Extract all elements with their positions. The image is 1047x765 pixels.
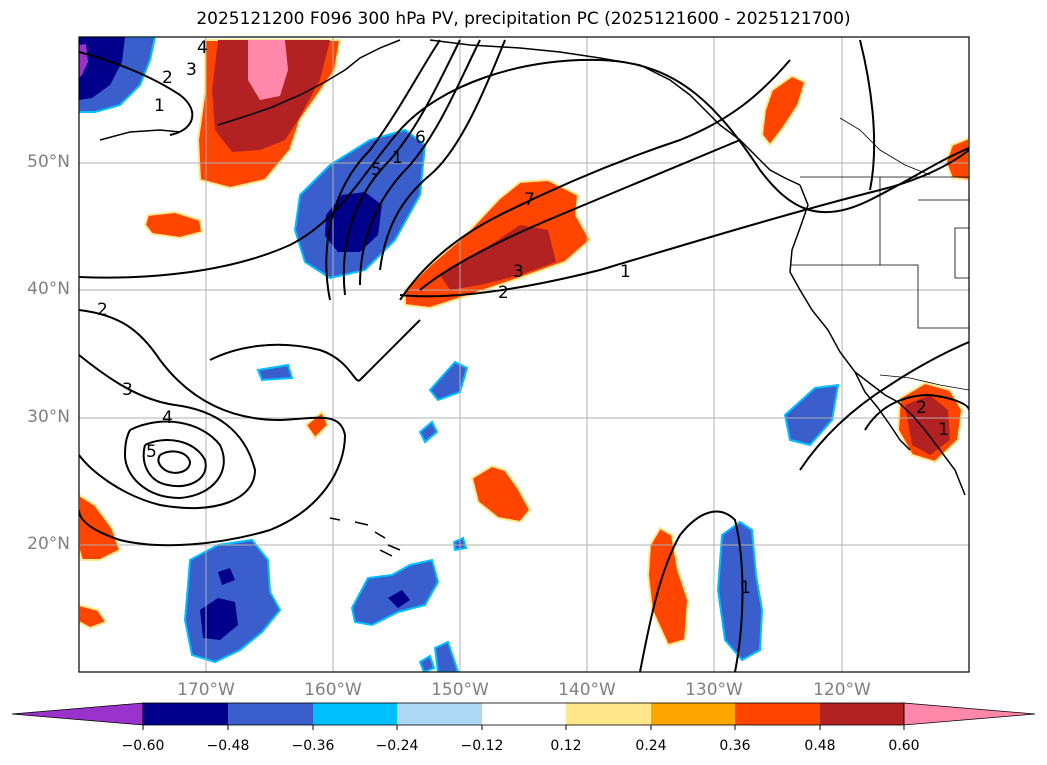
negative-anomaly <box>418 420 439 444</box>
colorbar-segment <box>820 703 904 725</box>
positive-anomaly <box>646 526 690 647</box>
lon-label: 140°W <box>558 680 616 700</box>
contour-label: 2 <box>97 300 108 320</box>
lon-label: 130°W <box>685 680 743 700</box>
colorbar <box>11 702 1036 730</box>
positive-anomaly-strong <box>440 225 556 290</box>
lon-label: 170°W <box>177 680 235 700</box>
colorbar-tick-label: −0.48 <box>206 738 250 754</box>
negative-anomaly-strong <box>218 568 235 585</box>
negative-anomaly <box>350 558 440 627</box>
contour-label: 5 <box>371 160 382 180</box>
positive-anomaly-max <box>248 40 288 100</box>
positive-anomaly <box>470 464 532 524</box>
negative-anomaly <box>433 640 460 672</box>
colorbar-segment <box>228 703 313 725</box>
colorbar-segment <box>735 703 820 725</box>
contour-label: 3 <box>186 60 197 80</box>
negative-anomaly <box>428 360 469 402</box>
positive-anomaly <box>143 210 204 240</box>
lat-label: 40°N <box>27 279 70 299</box>
positive-anomaly <box>79 603 108 630</box>
colorbar-tick-label: 0.12 <box>550 738 582 754</box>
lon-label: 160°W <box>304 680 362 700</box>
contour-label: 4 <box>197 38 208 58</box>
lon-label: 120°W <box>813 680 871 700</box>
coastlines <box>99 39 966 557</box>
contour-label: 7 <box>524 190 535 210</box>
positive-anomaly-strong <box>905 395 950 455</box>
colorbar-tick-label: −0.60 <box>121 738 165 754</box>
colorbar-tick-label: −0.12 <box>460 738 504 754</box>
negative-anomaly-strong <box>388 590 410 608</box>
contour-label: 3 <box>513 262 524 282</box>
contour-label: 1 <box>740 578 751 598</box>
pv-contours <box>79 39 969 672</box>
contour-label: 1 <box>154 96 165 116</box>
colorbar-tick-label: 0.48 <box>804 738 836 754</box>
contour-label: 5 <box>146 442 157 462</box>
contour-label: 2 <box>162 68 173 88</box>
lat-label: 50°N <box>27 152 70 172</box>
negative-anomaly <box>783 383 840 447</box>
negative-anomaly <box>716 520 764 662</box>
colorbar-segment <box>313 703 397 725</box>
negative-anomaly <box>418 654 436 672</box>
colorbar-tick-label: 0.60 <box>888 738 920 754</box>
contour-label: 1 <box>938 420 949 440</box>
negative-anomaly-strong <box>200 598 238 640</box>
negative-anomaly <box>256 363 294 382</box>
contour-label: 2 <box>916 398 927 418</box>
contour-label: 4 <box>162 408 173 428</box>
contour-label: 1 <box>620 262 631 282</box>
contour-label: 3 <box>122 380 133 400</box>
map-frame <box>78 36 970 673</box>
colorbar-segment <box>482 703 566 725</box>
contour-label: 2 <box>498 283 509 303</box>
colorbar-tick-label: 0.24 <box>635 738 667 754</box>
lat-label: 30°N <box>27 407 70 427</box>
colorbar-tick-label: −0.24 <box>375 738 419 754</box>
positive-anomaly <box>760 74 807 147</box>
political-borders <box>790 117 969 391</box>
colorbar-segment <box>651 703 735 725</box>
lat-label: 20°N <box>27 534 70 554</box>
colorbar-segment <box>397 703 482 725</box>
lon-label: 150°W <box>431 680 489 700</box>
colorbar-extend-high <box>903 702 1036 726</box>
colorbar-extend-low <box>11 702 144 726</box>
colorbar-tick-label: −0.36 <box>291 738 335 754</box>
map-title: 2025121200 F096 300 hPa PV, precipitatio… <box>196 9 851 29</box>
contour-label: 1 <box>392 148 403 168</box>
contour-label: 6 <box>415 128 426 148</box>
colorbar-segment <box>143 703 228 725</box>
colorbar-tick-label: 0.36 <box>719 738 751 754</box>
colorbar-segment <box>566 703 651 725</box>
negative-anomaly-strong <box>79 37 125 100</box>
